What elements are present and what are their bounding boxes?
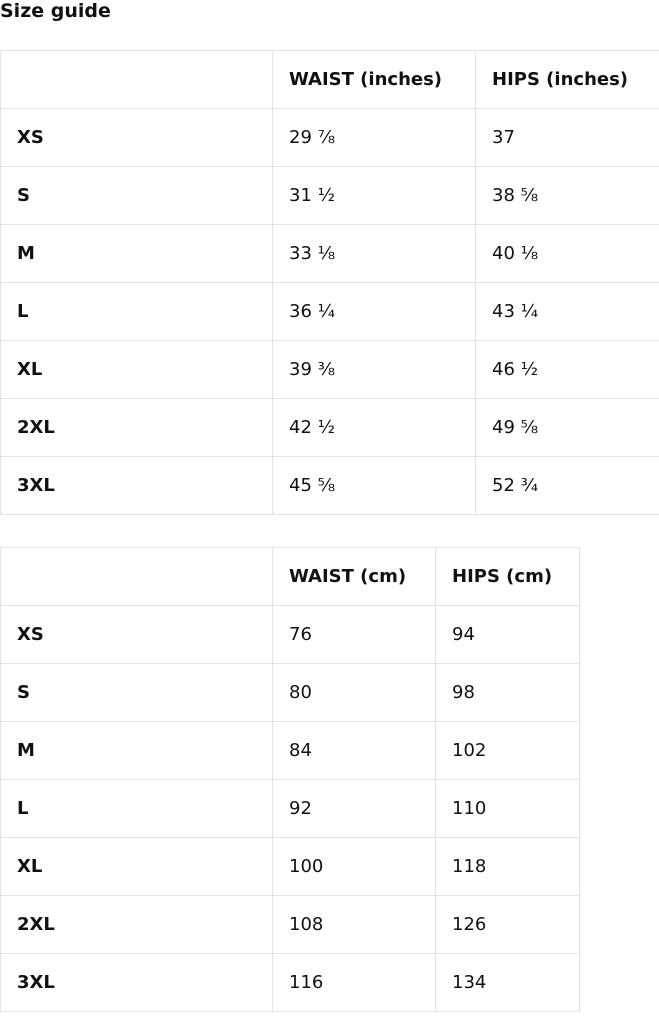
page-title: Size guide	[0, 0, 111, 22]
waist-value: 29 ⅞	[272, 108, 476, 167]
table-header-row: WAIST (cm) HIPS (cm)	[0, 547, 580, 606]
size-label: 3XL	[0, 456, 273, 515]
hips-value: 98	[435, 663, 580, 722]
column-header: WAIST (inches)	[272, 50, 476, 109]
hips-value: 134	[435, 953, 580, 1012]
table-row: 3XL 116 134	[0, 953, 580, 1012]
waist-value: 80	[272, 663, 436, 722]
hips-value: 102	[435, 721, 580, 780]
table-row: M 84 102	[0, 721, 580, 780]
size-table-inches: WAIST (inches) HIPS (inches) XS 29 ⅞ 37 S 31 …	[0, 50, 659, 515]
hips-value: 110	[435, 779, 580, 838]
waist-value: 100	[272, 837, 436, 896]
column-header: WAIST (cm)	[272, 547, 436, 606]
size-table-cm: WAIST (cm) HIPS (cm) XS 76 94 S 80 98 M 84 102 L 92…	[0, 547, 580, 1012]
size-label: XS	[0, 605, 273, 664]
size-label: M	[0, 721, 273, 780]
size-label: L	[0, 779, 273, 838]
waist-value: 36 ¼	[272, 282, 476, 341]
waist-value: 76	[272, 605, 436, 664]
table-row: XS 29 ⅞ 37	[0, 108, 659, 167]
waist-value: 84	[272, 721, 436, 780]
table-row: L 92 110	[0, 779, 580, 838]
hips-value: 46 ½	[475, 340, 659, 399]
table-row: 2XL 42 ½ 49 ⅝	[0, 398, 659, 457]
hips-value: 37	[475, 108, 659, 167]
size-label: 2XL	[0, 895, 273, 954]
waist-value: 31 ½	[272, 166, 476, 225]
table-row: XL 100 118	[0, 837, 580, 896]
column-header	[0, 547, 273, 606]
table-header-row: WAIST (inches) HIPS (inches)	[0, 50, 659, 109]
waist-value: 39 ⅜	[272, 340, 476, 399]
hips-value: 52 ¾	[475, 456, 659, 515]
size-label: M	[0, 224, 273, 283]
hips-value: 49 ⅝	[475, 398, 659, 457]
column-header	[0, 50, 273, 109]
waist-value: 108	[272, 895, 436, 954]
waist-value: 33 ⅛	[272, 224, 476, 283]
table-row: S 31 ½ 38 ⅝	[0, 166, 659, 225]
table-row: 3XL 45 ⅝ 52 ¾	[0, 456, 659, 515]
waist-value: 116	[272, 953, 436, 1012]
size-label: 3XL	[0, 953, 273, 1012]
column-header: HIPS (inches)	[475, 50, 659, 109]
hips-value: 126	[435, 895, 580, 954]
size-label: S	[0, 166, 273, 225]
table-row: XS 76 94	[0, 605, 580, 664]
size-label: S	[0, 663, 273, 722]
column-header: HIPS (cm)	[435, 547, 580, 606]
hips-value: 94	[435, 605, 580, 664]
waist-value: 42 ½	[272, 398, 476, 457]
hips-value: 118	[435, 837, 580, 896]
size-label: XS	[0, 108, 273, 167]
waist-value: 45 ⅝	[272, 456, 476, 515]
size-label: 2XL	[0, 398, 273, 457]
table-row: XL 39 ⅜ 46 ½	[0, 340, 659, 399]
hips-value: 43 ¼	[475, 282, 659, 341]
size-label: XL	[0, 837, 273, 896]
size-label: XL	[0, 340, 273, 399]
hips-value: 38 ⅝	[475, 166, 659, 225]
table-row: M 33 ⅛ 40 ⅛	[0, 224, 659, 283]
table-row: L 36 ¼ 43 ¼	[0, 282, 659, 341]
table-row: 2XL 108 126	[0, 895, 580, 954]
hips-value: 40 ⅛	[475, 224, 659, 283]
waist-value: 92	[272, 779, 436, 838]
size-label: L	[0, 282, 273, 341]
table-row: S 80 98	[0, 663, 580, 722]
